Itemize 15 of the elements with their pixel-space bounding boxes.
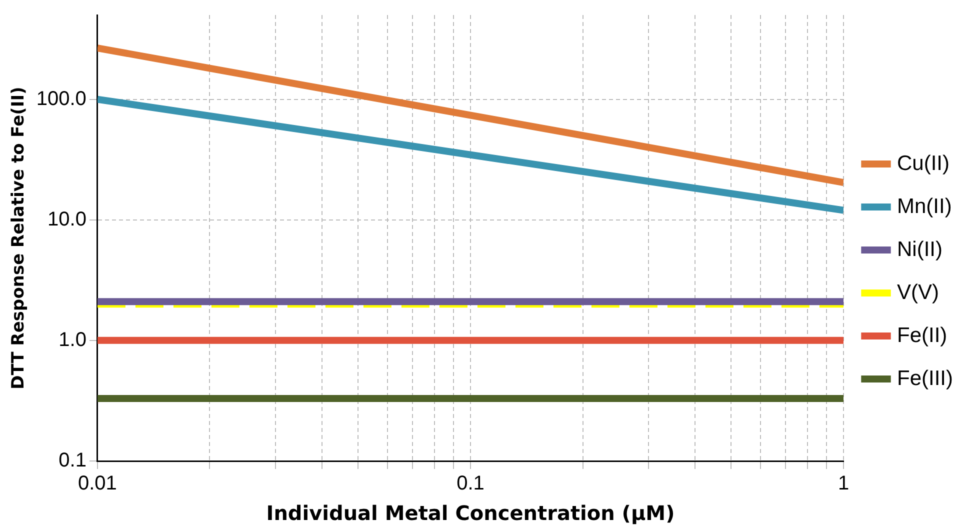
x-tick-label: 1 <box>838 472 850 495</box>
legend-label: Ni(II) <box>897 238 943 261</box>
legend-label: Cu(II) <box>897 152 950 175</box>
y-tick-label: 100.0 <box>36 88 86 110</box>
x-tick-label: 0.1 <box>456 472 484 495</box>
x-axis-title: Individual Metal Concentration (µM) <box>266 501 675 526</box>
legend-label: Mn(II) <box>897 194 952 218</box>
y-tick-label: 0.1 <box>58 450 86 472</box>
legend-label: Fe(III) <box>897 366 954 390</box>
y-tick-label: 1.0 <box>58 328 86 351</box>
legend-label: Fe(II) <box>897 324 948 347</box>
y-axis-title: DTT Response Relative to Fe(II) <box>8 86 29 390</box>
y-tick-label: 10.0 <box>48 208 86 230</box>
legend-label: V(V) <box>897 280 940 304</box>
x-tick-label: 0.01 <box>78 472 117 495</box>
